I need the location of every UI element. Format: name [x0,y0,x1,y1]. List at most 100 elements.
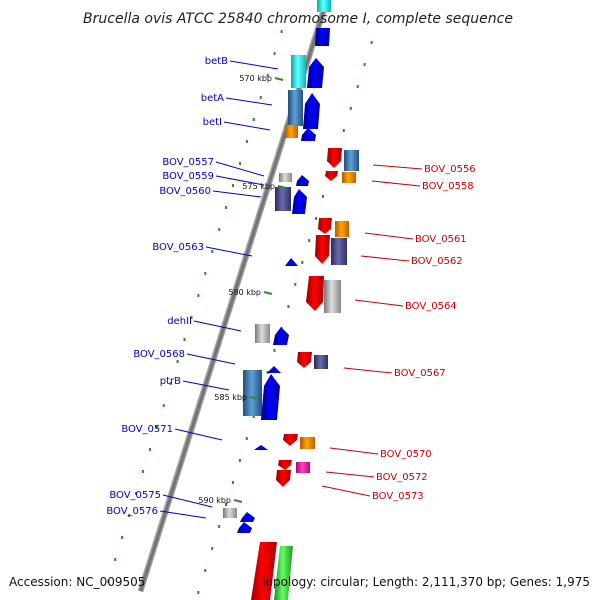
gc-dot [238,459,241,462]
gc-dot [218,525,221,528]
scale-tick-label: 585 kbp [214,393,247,402]
gene-label-forward[interactable]: dehII [167,316,192,327]
gc-dot [266,74,269,77]
label-leader-line [174,428,223,441]
gene-label-forward[interactable]: BOV_0571 [121,424,173,435]
gene-label-forward[interactable]: betI [203,117,222,128]
gene-block-BOV-0558 [342,172,356,183]
gc-dot [135,492,137,495]
gc-dot [155,426,158,429]
gc-dot [363,63,366,66]
label-leader-line [371,180,421,187]
gene-arrow-BOV-0575 [240,512,255,522]
gene-label-reverse[interactable]: BOV_0562 [411,256,463,267]
gc-dot [225,206,228,209]
gene-label-reverse[interactable]: BOV_0572 [376,472,428,483]
map-title: Brucella ovis ATCC 25840 chromosome I, c… [83,11,513,27]
gene-block-betI [285,125,298,138]
label-leader-line [360,255,410,262]
gene-features [223,0,359,600]
gc-dot [128,514,131,517]
label-leader-line [354,299,404,307]
gene-arrow-BOV-0576 [237,522,252,533]
gene-arrow-BOV-0561 [318,218,332,234]
gene-label-forward[interactable]: BOV_0563 [152,242,204,253]
gc-dot [218,228,221,231]
left-gene-labels: betB betA betI BOV_0557 BOV_0559 BOV_0560 BOV_… [106,56,279,519]
label-leader-line [329,447,379,455]
gc-dot [141,470,144,473]
label-leader-line [159,510,207,519]
gene-arrow-BOV-0562 [315,235,330,264]
label-leader-line [223,121,271,131]
gene-label-forward[interactable]: BOV_0575 [109,490,161,501]
gene-arrow-top [315,28,330,46]
gc-dot [273,52,276,55]
scale-tick-label: 590 kbp [198,496,231,505]
right-gene-labels: BOV_0556 BOV_0558 BOV_0561 BOV_0562 BOV_0564… [321,164,476,502]
gc-dot [232,184,234,187]
gene-block-top-cyan [317,0,331,12]
gc-dot [204,272,207,275]
gc-dot [169,382,172,385]
gene-block-ptrB [243,370,262,416]
gc-dot [287,305,290,308]
gc-dot [176,360,179,363]
gene-label-forward[interactable]: BOV_0560 [159,186,211,197]
gene-arrow-ptrB [261,374,280,420]
gc-dot [259,96,262,99]
gene-label-forward[interactable]: BOV_0576 [106,506,158,517]
gene-arrow-BOV-0573 [276,470,291,487]
gene-arrow-betI [301,128,316,141]
label-leader-line [215,175,265,186]
gc-dot [356,85,359,88]
gene-block-BOV-0557 [279,173,292,182]
gc-dot [349,107,352,110]
gene-label-reverse[interactable]: BOV_0573 [372,491,424,502]
genome-summary: Topology: circular; Length: 2,111,370 bp… [259,575,590,589]
scale-tick-mark [233,499,243,503]
scale-tick-mark [263,291,273,295]
label-leader-line [182,380,230,391]
gene-label-forward[interactable]: BOV_0559 [162,171,214,182]
gene-arrow-dehII [273,327,289,345]
gc-dot [114,558,117,561]
gc-dot [211,547,214,550]
gene-block-BOV-0567 [314,355,328,369]
gene-label-forward[interactable]: betB [205,56,228,67]
gene-label-reverse[interactable]: BOV_0561 [415,234,467,245]
gene-arrow-BOV-0556 [327,148,342,168]
gene-label-forward[interactable]: ptrB [160,376,181,387]
gene-label-forward[interactable]: BOV_0568 [133,349,185,360]
gene-label-reverse[interactable]: BOV_0558 [422,181,474,192]
label-leader-line [186,353,236,365]
gc-dot [231,481,234,484]
gene-arrow-BOV-0571 [254,445,268,450]
gene-block-BOV-0570 [300,437,315,449]
gc-dot [245,437,248,440]
gene-block-BOV-0562 [331,238,347,265]
gc-dot [370,41,373,44]
gc-dot [197,591,200,594]
gene-label-reverse[interactable]: BOV_0567 [394,368,446,379]
label-leader-line [321,485,371,497]
gc-dot [322,195,324,198]
gene-label-forward[interactable]: BOV_0557 [162,157,214,168]
gene-label-reverse[interactable]: BOV_0564 [405,301,457,312]
label-leader-line [205,246,253,257]
label-leader-line [229,60,279,70]
gene-arrow-BOV-0564 [306,276,324,311]
gc-dot [252,118,255,121]
gene-label-reverse[interactable]: BOV_0556 [424,164,476,175]
gene-label-reverse[interactable]: BOV_0570 [380,449,432,460]
gene-arrow-BOV-0558 [325,171,338,181]
gc-dot [225,503,227,506]
gene-label-forward[interactable]: betA [201,93,224,104]
gc-dot [294,283,297,286]
gene-arrow-BOV-0567 [297,352,312,368]
label-leader-line [193,320,242,332]
gene-arrow-BOV-0563 [285,258,298,266]
label-leader-line [225,97,273,106]
gc-dot [190,316,193,319]
